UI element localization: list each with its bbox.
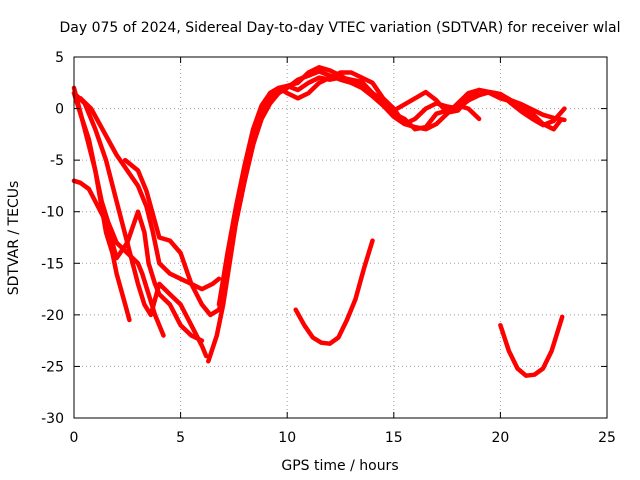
x-axis-label: GPS time / hours	[281, 458, 398, 474]
tick-layer: 0 5 10 15 20 25 5 0 -5 -10 -15 -20 -25 -30	[41, 50, 616, 446]
y-axis-label: SDTVAR / TECUs	[6, 181, 22, 296]
y-tick-label: -5	[50, 153, 64, 169]
y-tick-label: 5	[55, 50, 64, 66]
x-tick-label: 0	[70, 430, 79, 446]
y-tick-label: -25	[41, 359, 64, 375]
y-tick-label: -15	[41, 256, 64, 272]
series-line-arc-12	[498, 314, 565, 378]
series-line-arc-4	[71, 178, 205, 343]
y-tick-label: -30	[41, 411, 64, 427]
x-tick-label: 5	[176, 430, 185, 446]
chart-title: Day 075 of 2024, Sidereal Day-to-day VTE…	[59, 20, 620, 36]
y-tick-label: 0	[55, 102, 64, 118]
x-tick-label: 20	[491, 430, 509, 446]
series-line-arc-6	[122, 157, 226, 318]
x-tick-label: 10	[278, 430, 296, 446]
y-tick-label: -10	[41, 205, 64, 221]
x-tick-label: 15	[385, 430, 403, 446]
series-line-arc-10	[233, 70, 567, 225]
series-line-arc-2	[71, 90, 209, 359]
series-line-arc-11	[293, 238, 375, 346]
series-line-arc-3	[71, 90, 166, 338]
series-line-arc-5	[78, 96, 222, 292]
y-tick-label: -20	[41, 308, 64, 324]
plot-frame	[73, 56, 608, 419]
series-layer	[71, 65, 567, 378]
x-tick-label: 25	[598, 430, 616, 446]
